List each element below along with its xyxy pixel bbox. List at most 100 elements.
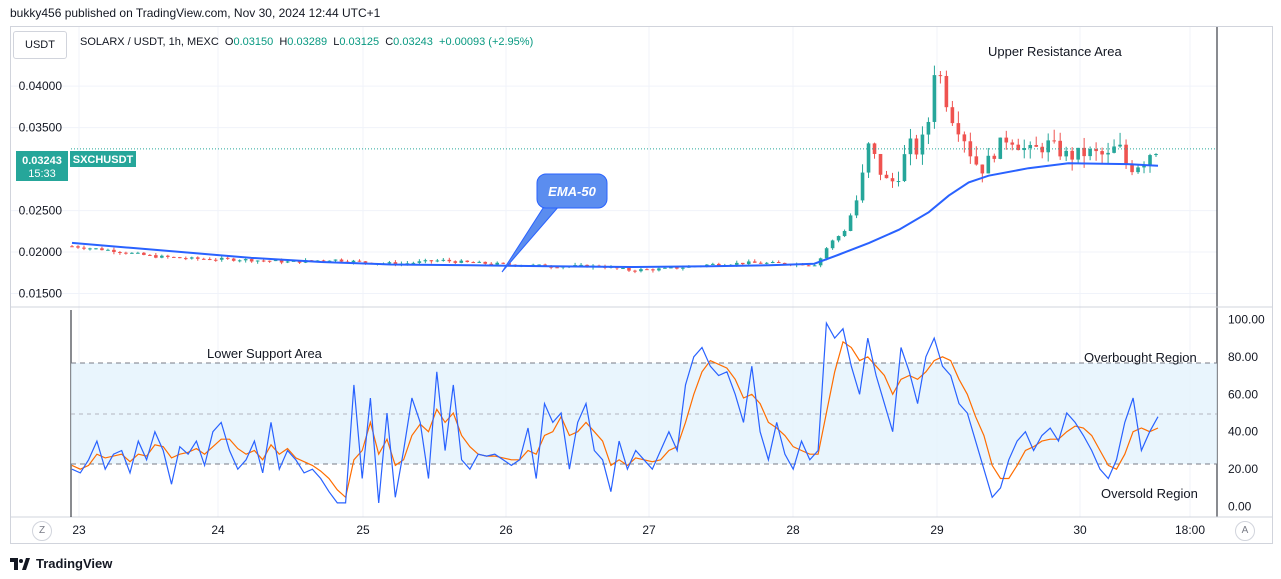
candle-body [100, 248, 104, 251]
ema-callout-text: EMA-50 [548, 184, 596, 199]
candle-body [70, 246, 74, 248]
candle-body [249, 259, 254, 262]
candle-body [1004, 137, 1009, 143]
candle-body [237, 260, 242, 262]
price-tag-bg [16, 151, 68, 181]
candle-body [417, 261, 422, 263]
price-tick-label: 0.02000 [19, 245, 63, 259]
candle-body [387, 262, 392, 264]
candle-body [890, 178, 895, 182]
candle-body [758, 262, 763, 264]
candle-body [201, 258, 206, 260]
stoch-d-line [71, 340, 1159, 499]
candle-body [1130, 164, 1134, 173]
candle-body [1064, 150, 1068, 157]
time-tick-label: 26 [499, 523, 513, 537]
candle-body [423, 260, 428, 262]
candle-body [639, 269, 643, 272]
candle-body [321, 260, 326, 262]
candle-body [669, 267, 673, 269]
candle-body [465, 260, 470, 263]
candle-body [1082, 147, 1086, 157]
close-value: 0.03243 [393, 36, 433, 48]
candle-body [1070, 150, 1074, 160]
candle-body [914, 138, 919, 155]
auto-scale-button[interactable]: A [1235, 521, 1255, 541]
candle-body [501, 262, 506, 264]
ema-callout-box [536, 173, 608, 209]
time-tick-label: 25 [356, 523, 370, 537]
candle-body [734, 262, 739, 265]
candle-body [651, 269, 655, 271]
candle-body [776, 262, 781, 264]
candle-body [1112, 146, 1116, 153]
candle-body [932, 75, 937, 122]
candle-body [243, 259, 248, 261]
candle-body [459, 260, 464, 263]
candle-body [195, 257, 200, 259]
time-tick-label: 18:00 [1175, 523, 1205, 537]
time-tick-label: 30 [1073, 523, 1087, 537]
candle-body [189, 257, 194, 259]
candle-body [363, 261, 368, 263]
candle-body [681, 267, 685, 269]
candle-body [764, 262, 769, 264]
candle-body [160, 255, 164, 258]
brand-name: TradingView [36, 556, 113, 571]
candle-body [711, 263, 715, 265]
candle-body [112, 249, 116, 253]
candle-body [166, 255, 170, 257]
candle-body [213, 259, 218, 261]
upper-resistance-label: Upper Resistance Area [988, 44, 1122, 59]
price-tick-label: 0.01500 [19, 287, 63, 301]
candle-body [998, 137, 1003, 159]
candle-body [339, 259, 344, 262]
ticker-tag-bg [70, 151, 136, 167]
candle-body [830, 240, 835, 249]
candle-body [1022, 148, 1027, 151]
candle-body [657, 268, 661, 271]
candle-body [878, 153, 883, 175]
ticker-tag-text: SXCHUSDT [73, 154, 134, 166]
candle-body [860, 172, 865, 201]
time-tick-label: 27 [642, 523, 656, 537]
price-tag-value: 0.03243 [22, 155, 62, 167]
candle-body [1094, 148, 1098, 152]
close-label: C [385, 36, 394, 48]
candle-body [1124, 144, 1128, 165]
candle-body [94, 248, 98, 250]
stoch-tick-label: 80.00 [1228, 350, 1258, 364]
candle-body [453, 261, 458, 263]
high-value: 0.03289 [287, 36, 328, 48]
candle-body [1034, 145, 1039, 147]
candle-body [477, 261, 482, 263]
candle-body [429, 260, 434, 262]
candle-body [806, 265, 811, 267]
candle-body [441, 259, 446, 261]
candle-body [980, 164, 985, 174]
candle-body [1118, 144, 1122, 147]
candle-body [579, 264, 583, 266]
open-label: O [224, 36, 234, 48]
candle-body [950, 107, 955, 124]
candle-body [770, 262, 775, 264]
candle-body [537, 264, 541, 266]
candle-body [854, 200, 859, 216]
candle-body [82, 247, 86, 249]
candle-body [621, 268, 625, 270]
currency-badge[interactable]: USDT [13, 31, 67, 59]
lower-support-label: Lower Support Area [207, 346, 323, 361]
stoch-k-line [71, 321, 1159, 504]
candle-body [393, 262, 398, 265]
candle-body [1046, 140, 1051, 153]
stoch-tick-label: 20.00 [1228, 462, 1258, 476]
candle-body [225, 257, 230, 259]
candle-body [483, 261, 488, 264]
price-tick-label: 0.04000 [19, 79, 63, 93]
price-tag-countdown: 15:33 [28, 168, 56, 180]
candle-body [902, 154, 907, 182]
candle-body [884, 174, 889, 179]
high-label: H [279, 36, 288, 48]
zoom-z-button[interactable]: Z [32, 521, 52, 541]
